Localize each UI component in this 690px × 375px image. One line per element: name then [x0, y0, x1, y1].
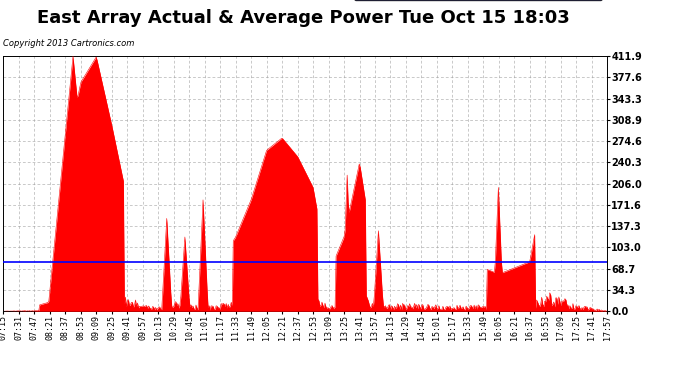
- Text: Copyright 2013 Cartronics.com: Copyright 2013 Cartronics.com: [3, 39, 135, 48]
- Text: East Array Actual & Average Power Tue Oct 15 18:03: East Array Actual & Average Power Tue Oc…: [37, 9, 570, 27]
